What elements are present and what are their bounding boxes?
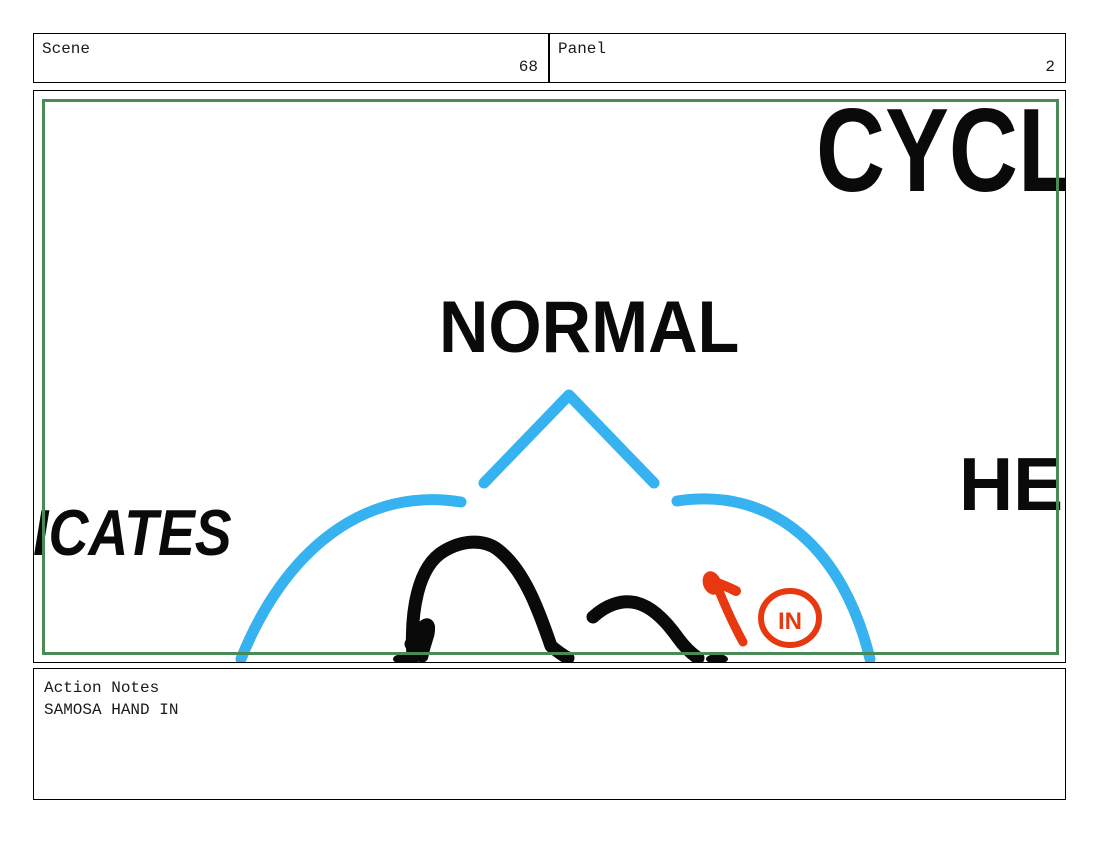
svg-text:IN: IN bbox=[778, 608, 802, 635]
